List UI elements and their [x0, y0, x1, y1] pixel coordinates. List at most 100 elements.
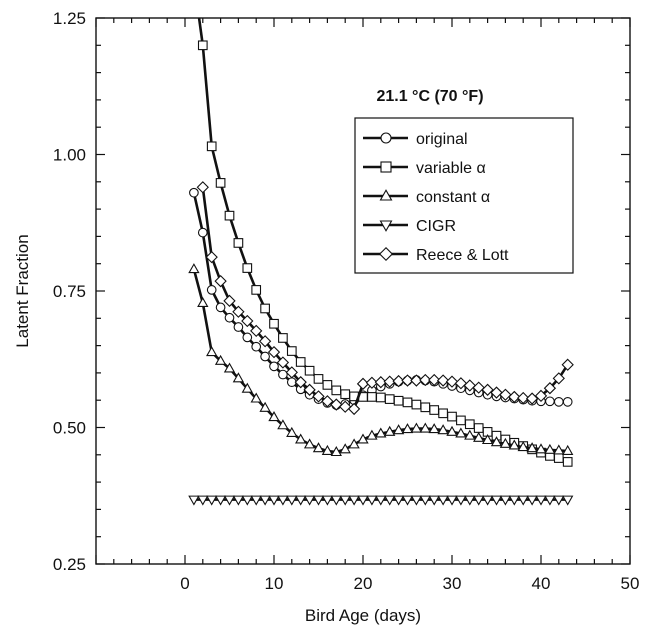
data-point: [197, 296, 209, 308]
data-point: [419, 495, 431, 506]
data-point: [330, 495, 342, 506]
data-point: [562, 396, 573, 407]
data-point: [535, 495, 547, 506]
series-line: [192, 268, 568, 454]
data-point: [224, 312, 235, 323]
series-line-extension: [197, 18, 205, 46]
legend-label: CIGR: [416, 218, 456, 235]
data-point: [401, 374, 414, 387]
data-point: [215, 178, 226, 188]
legend-item: Reece & Lott: [363, 246, 509, 264]
data-point: [455, 427, 467, 438]
x-axis-title: Bird Age (days): [305, 606, 421, 625]
data-point: [375, 427, 387, 438]
data-point: [473, 431, 485, 442]
data-point: [277, 495, 289, 506]
x-tick-label: 40: [532, 574, 551, 593]
data-point: [380, 132, 392, 144]
data-point: [437, 424, 449, 435]
data-point: [437, 495, 449, 506]
data-point: [411, 399, 422, 410]
data-point: [464, 419, 475, 430]
data-point: [526, 495, 538, 506]
data-point: [473, 423, 484, 433]
data-point: [223, 294, 236, 307]
data-point: [303, 383, 316, 396]
data-point: [277, 419, 289, 430]
data-point: [410, 495, 423, 506]
data-point: [562, 444, 574, 455]
data-point: [380, 161, 392, 173]
data-point: [330, 446, 342, 457]
data-point: [428, 373, 441, 387]
data-point: [242, 332, 253, 343]
series-cigr: [188, 495, 574, 506]
data-point: [321, 444, 334, 455]
data-point: [464, 429, 476, 440]
data-point: [303, 495, 316, 506]
data-point: [339, 443, 351, 454]
data-point: [259, 401, 271, 412]
data-point: [534, 389, 548, 402]
data-point: [419, 373, 432, 387]
data-point: [508, 495, 520, 506]
data-point: [223, 362, 236, 373]
data-point: [429, 405, 440, 415]
data-point: [384, 425, 396, 436]
data-point: [543, 382, 557, 395]
data-point: [278, 369, 288, 380]
data-point: [428, 423, 440, 434]
data-point: [553, 444, 565, 455]
data-point: [366, 429, 378, 440]
data-point: [447, 411, 457, 422]
data-point: [544, 495, 556, 506]
data-point: [313, 374, 324, 384]
data-point: [286, 346, 297, 356]
data-point: [206, 285, 217, 295]
data-point: [197, 227, 208, 238]
legend-item: constant α: [363, 189, 490, 206]
data-point: [367, 392, 377, 402]
data-point: [312, 442, 325, 453]
data-point: [189, 187, 199, 198]
data-point: [197, 40, 208, 51]
data-point: [269, 318, 279, 329]
data-point: [269, 361, 279, 372]
data-point: [410, 422, 423, 433]
data-point: [241, 382, 253, 393]
data-point: [553, 396, 564, 407]
data-point: [402, 397, 413, 408]
data-point: [278, 333, 288, 343]
data-point: [223, 495, 236, 506]
data-point: [525, 392, 539, 405]
data-point: [286, 495, 298, 506]
series-constant: [188, 263, 574, 457]
series-reece-lott: [196, 181, 574, 416]
data-point: [410, 374, 423, 387]
data-point: [436, 374, 450, 387]
data-point: [428, 495, 440, 506]
data-point: [490, 436, 503, 447]
data-point: [330, 398, 343, 411]
data-point: [285, 366, 298, 379]
data-point: [455, 495, 467, 506]
data-point: [490, 386, 503, 399]
data-point: [379, 189, 393, 201]
data-point: [286, 426, 298, 437]
legend: original variable α constant α CIGR Reece & …: [354, 117, 574, 274]
data-point: [241, 495, 253, 506]
data-point: [366, 495, 378, 506]
data-point: [206, 495, 218, 506]
temperature-annotation: 21.1 °C (70 °F): [376, 88, 483, 105]
y-axis-title: Latent Fraction: [13, 234, 32, 347]
data-point: [276, 356, 290, 369]
data-point: [268, 411, 280, 422]
data-point: [392, 495, 405, 506]
data-point: [383, 375, 396, 388]
y-tick-label: 0.50: [53, 419, 86, 438]
data-point: [379, 220, 393, 232]
data-point: [206, 346, 218, 357]
data-point: [517, 441, 529, 452]
data-point: [384, 495, 396, 506]
data-point: [215, 302, 226, 313]
